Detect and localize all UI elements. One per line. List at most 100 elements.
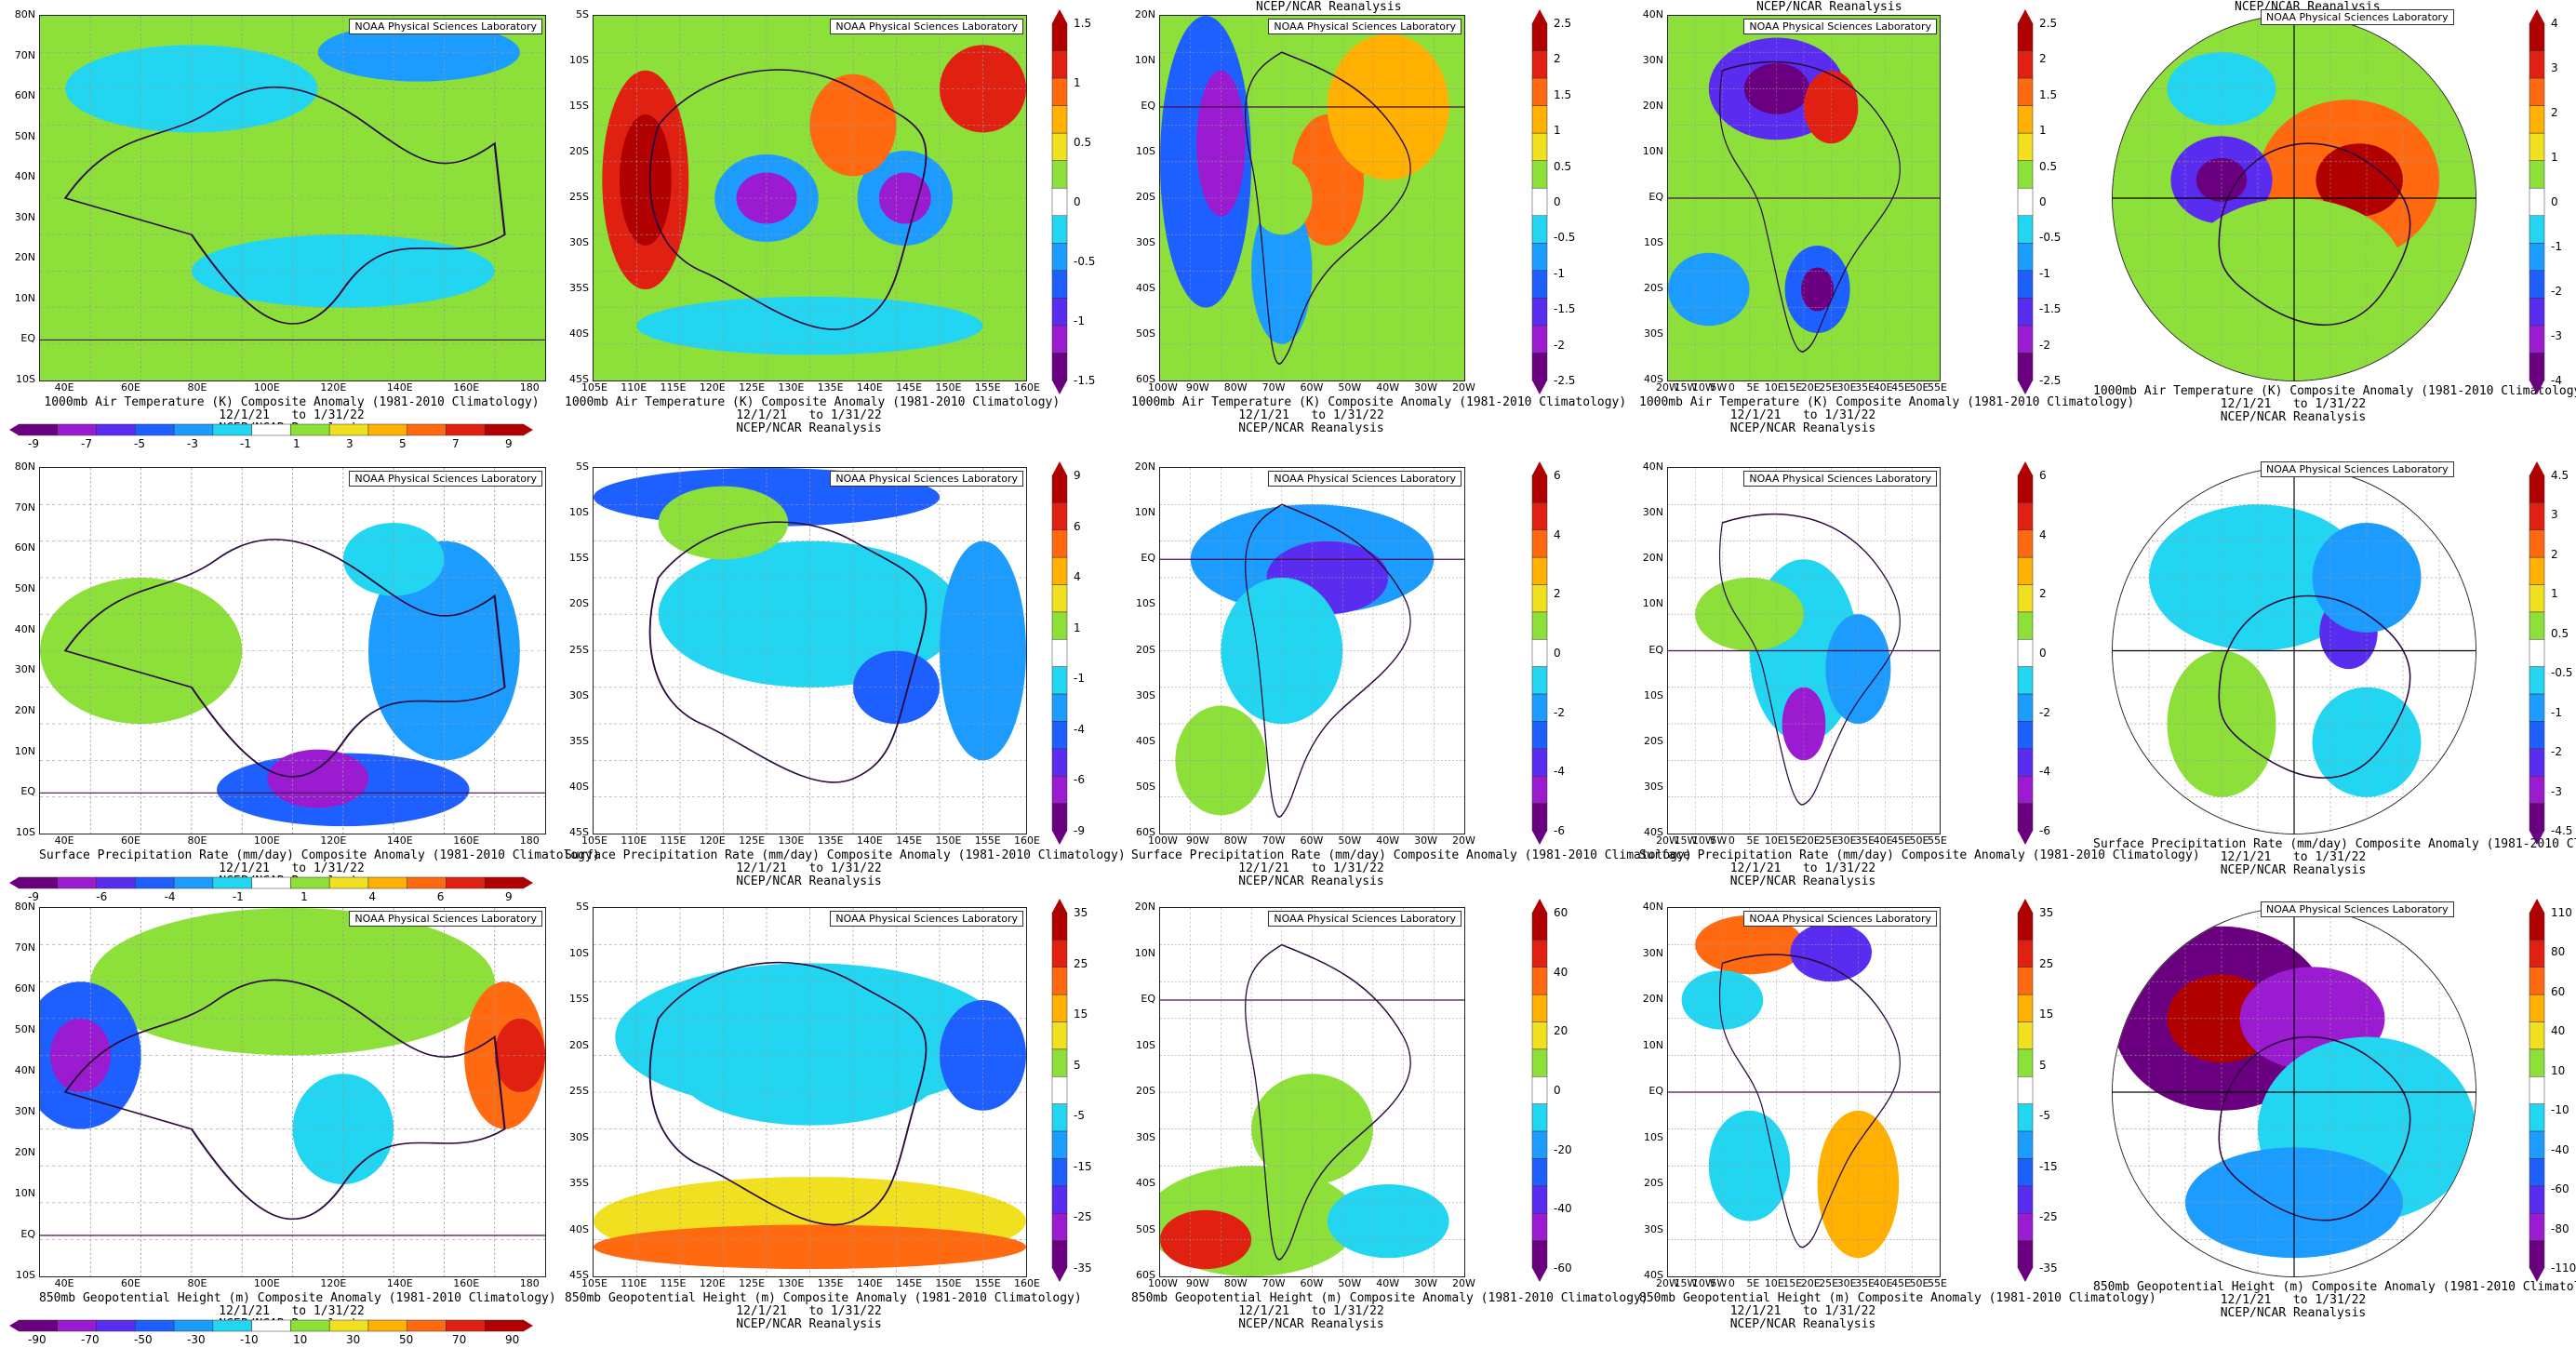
colorbar-label: 6 [1074, 519, 1081, 533]
source-credit: NOAA Physical Sciences Laboratory [1268, 471, 1462, 487]
lat-tick-label: 10S [16, 1269, 35, 1281]
colorbar-label: 3 [346, 437, 354, 450]
lon-tick-label: 105E [581, 381, 607, 394]
colorbar-label: 40 [1554, 965, 1568, 979]
colorbar-label: 1.5 [1554, 87, 1572, 101]
colorbar-segment [1531, 994, 1548, 1022]
lon-tick-label: 125E [739, 1277, 766, 1289]
colorbar-segment [1051, 967, 1068, 995]
colorbar-segment [1531, 1103, 1548, 1132]
caption-reanalysis: NCEP/NCAR Reanalysis [736, 1317, 882, 1331]
colorbar-arrow [1532, 1268, 1547, 1282]
source-credit: NOAA Physical Sciences Laboratory [349, 471, 542, 487]
caption-dates: 12/1/21 to 1/31/22 [1729, 1304, 1876, 1318]
colorbar-segment [446, 1319, 486, 1332]
colorbar-arrow [1052, 461, 1067, 475]
colorbar-segment [1531, 132, 1548, 161]
colorbar-segment [1051, 556, 1068, 585]
lon-tick-label: 140E [856, 834, 883, 847]
colorbar-segment [1531, 1021, 1548, 1050]
colorbar-segment [1051, 22, 1068, 51]
lon-tick-label: 35E [1855, 381, 1875, 394]
colorbar-label: -1.5 [2039, 302, 2062, 316]
colorbar-segment [2529, 666, 2545, 695]
colorbar-label: 60 [2551, 984, 2566, 998]
lat-tick-label: EQ [1141, 100, 1155, 112]
lat-tick-label: 70N [14, 48, 35, 61]
lon-tick-label: 15E [1782, 834, 1803, 847]
colorbar-label: -5 [1074, 1109, 1085, 1123]
lon-tick-label: 0 [1728, 834, 1735, 847]
anomaly-region [367, 541, 520, 761]
anomaly-region [1327, 1184, 1449, 1259]
colorbar-segment [1531, 748, 1548, 777]
lat-tick-label: 30N [14, 210, 35, 223]
lat-tick-label: 50S [1136, 327, 1155, 340]
anomaly-region [680, 1021, 940, 1126]
lon-tick-label: 125E [739, 381, 766, 394]
lon-tick-label: 140E [386, 834, 413, 847]
lon-tick-label: 40E [1873, 1277, 1893, 1289]
colorbar-vertical [1049, 9, 1070, 394]
lon-tick-label: 60W [1300, 1277, 1324, 1289]
colorbar-segment [2017, 666, 2034, 695]
lat-tick-label: 10S [569, 54, 589, 66]
lat-tick-label: 10S [1136, 145, 1155, 157]
lon-tick-label: 120E [699, 1277, 726, 1289]
colorbar-label: 2 [1554, 52, 1561, 66]
colorbar-segment [2529, 215, 2545, 244]
caption-variable: 850mb Geopotential Height (m) Composite … [1639, 1291, 2156, 1305]
lat-tick-label: 40S [1136, 282, 1155, 294]
colorbar-segment [2529, 77, 2545, 106]
colorbar-label: -25 [1074, 1210, 1092, 1224]
colorbar-segment [1051, 474, 1068, 503]
top-reanalysis-label: NCEP/NCAR Reanalysis [1756, 0, 1902, 14]
lat-tick-label: 10S [1136, 597, 1155, 610]
colorbar-label: 9 [1074, 469, 1081, 482]
lat-tick-label: 20N [14, 704, 35, 716]
colorbar-arrow [1532, 831, 1547, 845]
lon-tick-label: 15W [1674, 381, 1698, 394]
coastline [2218, 594, 2411, 779]
colorbar-segment [1531, 775, 1548, 804]
lat-tick-label: 30S [569, 1130, 589, 1143]
anomaly-region [267, 749, 368, 808]
caption-dates: 12/1/21 to 1/31/22 [2220, 397, 2367, 411]
coastline [648, 521, 928, 783]
lon-tick-label: 50W [1338, 1277, 1362, 1289]
lon-tick-label: 45E [1891, 834, 1912, 847]
source-credit: NOAA Physical Sciences Laboratory [830, 911, 1023, 927]
lat-tick-label: 5S [576, 901, 589, 913]
colorbar-segment [2017, 1048, 2034, 1077]
lat-tick-label: 80N [14, 901, 35, 913]
colorbar-arrow [1052, 1268, 1067, 1282]
anomaly-region [1681, 970, 1764, 1030]
caption-variable: 1000mb Air Temperature (K) Composite Ano… [44, 395, 540, 409]
colorbar-segment [1531, 1158, 1548, 1187]
lon-tick-label: 80E [187, 1277, 207, 1289]
colorbar-label: -30 [187, 1333, 206, 1346]
colorbar-segment [57, 423, 97, 436]
colorbar-segment [1531, 611, 1548, 640]
lon-tick-label: 115E [660, 381, 687, 394]
colorbar-label: 5 [2039, 1058, 2047, 1072]
lat-tick-label: 80N [14, 460, 35, 473]
source-credit: NOAA Physical Sciences Laboratory [830, 19, 1023, 34]
lon-tick-label: 60W [1300, 834, 1324, 847]
lon-tick-label: 145E [896, 381, 923, 394]
anomaly-region [1160, 1209, 1252, 1270]
colorbar-vertical [1049, 461, 1070, 845]
colorbar-arrow [1532, 899, 1547, 913]
colorbar-label: 1 [2551, 587, 2558, 601]
lon-tick-label: 0 [1728, 1277, 1735, 1289]
colorbar-label: -6 [96, 890, 108, 903]
lat-tick-label: 30S [569, 688, 589, 701]
colorbar-label: -1 [1554, 266, 1565, 280]
colorbar-segment [2529, 160, 2545, 189]
lat-tick-label: EQ [1141, 993, 1155, 1005]
colorbar-label: 9 [505, 890, 513, 903]
lon-tick-label: 155E [974, 834, 1001, 847]
caption-reanalysis: NCEP/NCAR Reanalysis [1238, 874, 1384, 888]
colorbar-segment [1051, 1240, 1068, 1269]
lon-tick-label: 115E [660, 834, 687, 847]
